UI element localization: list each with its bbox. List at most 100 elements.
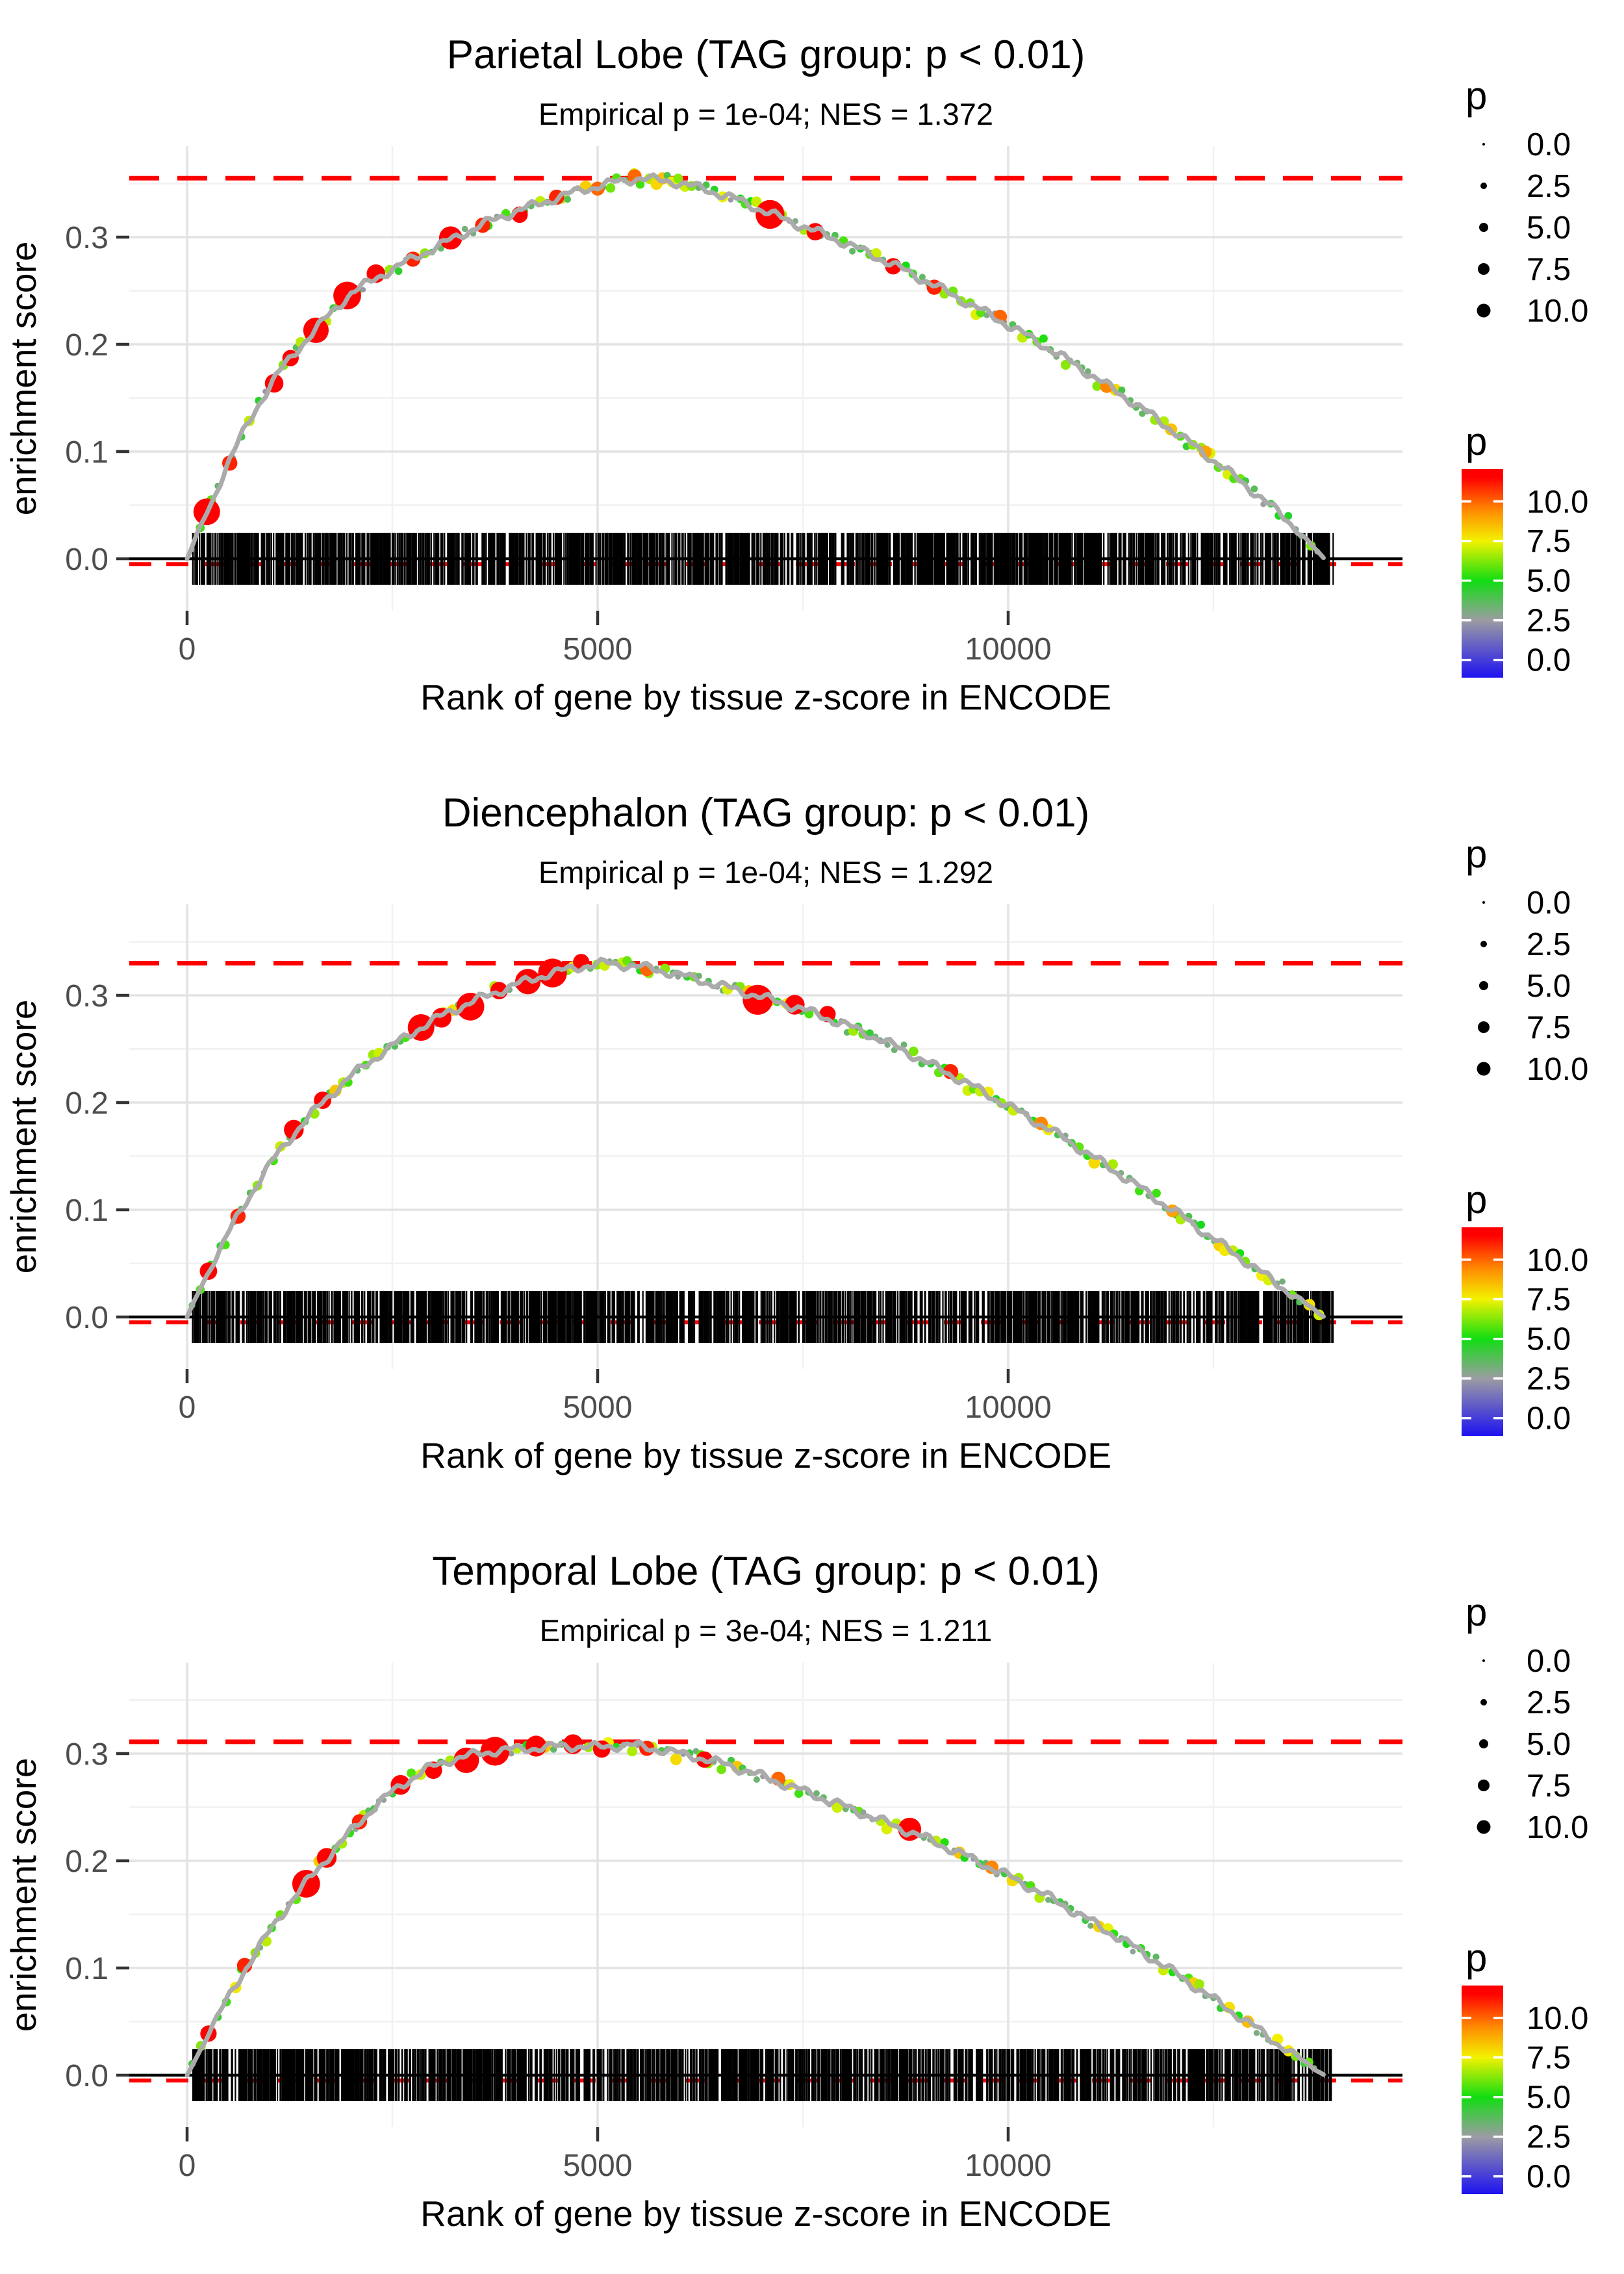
color-legend-title: p: [1465, 1936, 1487, 1980]
size-legend-title: p: [1465, 74, 1487, 118]
size-legend-label: 5.0: [1527, 211, 1571, 246]
plot-title: Temporal Lobe (TAG group: p < 0.01): [432, 1549, 1100, 1594]
size-legend-dot: [1482, 1659, 1485, 1662]
y-tick-label: 0.2: [65, 1845, 108, 1879]
size-legend-dot: [1479, 1739, 1488, 1748]
enrichment-curve: [184, 956, 1326, 1320]
plot-subtitle: Empirical p = 3e-04; NES = 1.211: [540, 1613, 993, 1648]
plot-panel: 0 5000 10000 Rank of gene by tissue z-score…: [3, 146, 1402, 717]
size-legend-title: p: [1465, 1591, 1487, 1634]
size-legend: p 0.0 2.5 5.0 7.5 10.0: [1465, 1591, 1588, 1845]
size-legend-dot: [1477, 303, 1491, 318]
size-legend-label: 0.0: [1527, 127, 1571, 162]
grid-minor: [129, 1663, 1402, 2127]
size-legend-label: 10.0: [1527, 1052, 1588, 1087]
color-legend-label: 2.5: [1527, 2120, 1571, 2155]
color-legend-label: 7.5: [1527, 524, 1571, 559]
y-tick-label: 0.2: [65, 1086, 108, 1121]
color-legend-label: 7.5: [1527, 1283, 1571, 1318]
y-tick-label: 0.2: [65, 328, 108, 363]
plot-subtitle: Empirical p = 1e-04; NES = 1.292: [539, 855, 993, 889]
size-legend-label: 10.0: [1527, 1810, 1588, 1845]
x-tick-label: 10000: [965, 1390, 1051, 1425]
size-legend-dot: [1482, 143, 1485, 146]
y-tick-label: 0.1: [65, 1952, 108, 1986]
color-legend-label: 0.0: [1527, 2160, 1571, 2195]
y-tick-label: 0.1: [65, 1194, 108, 1228]
size-legend-label: 7.5: [1527, 1769, 1571, 1804]
size-legend-label: 5.0: [1527, 969, 1571, 1004]
plot-title: Diencephalon (TAG group: p < 0.01): [442, 791, 1090, 836]
curve-points: [188, 1734, 1317, 2071]
size-legend-label: 10.0: [1527, 294, 1588, 329]
x-tick-label: 10000: [965, 632, 1051, 667]
size-legend-dot: [1482, 901, 1485, 904]
color-legend: p 10.0 7.5 5.0 2.5 0.0: [1462, 1936, 1588, 2195]
color-legend-bar: [1462, 1986, 1503, 2194]
x-tick-label: 0: [179, 1390, 196, 1425]
y-axis-title: enrichment score: [3, 1758, 44, 2032]
size-legend-dot: [1479, 223, 1488, 232]
gsea-plot-diencephalon: Diencephalon (TAG group: p < 0.01) Empir…: [3, 791, 1588, 1476]
y-tick-label: 0.1: [65, 435, 108, 470]
color-legend-label: 10.0: [1527, 2001, 1588, 2036]
color-legend-title: p: [1465, 420, 1487, 463]
size-legend-dot: [1478, 263, 1490, 275]
color-legend-label: 7.5: [1527, 2041, 1571, 2076]
enrichment-curve: [184, 172, 1326, 561]
size-legend: p 0.0 2.5 5.0 7.5 10.0: [1465, 832, 1588, 1087]
plot-subtitle: Empirical p = 1e-04; NES = 1.372: [539, 97, 993, 131]
y-axis: 0.0 0.1 0.2 0.3 enrichment score: [3, 1737, 129, 2093]
x-tick-label: 0: [179, 632, 196, 667]
size-legend-dot: [1480, 941, 1487, 947]
size-legend-label: 0.0: [1527, 1644, 1571, 1679]
color-legend-label: 5.0: [1527, 1322, 1571, 1357]
y-tick-label: 0.0: [65, 1301, 108, 1335]
y-tick-label: 0.3: [65, 979, 108, 1014]
color-legend: p 10.0 7.5 5.0 2.5 0.0: [1462, 420, 1588, 678]
plot-legends: p 0.0 2.5 5.0 7.5 10.0 p 10.0 7.5 5.0 2.5 0.0: [1462, 832, 1588, 1437]
x-axis: 0 5000 10000 Rank of gene by tissue z-score…: [179, 611, 1111, 717]
size-legend-dot: [1480, 1699, 1487, 1706]
curve-points: [189, 168, 1321, 555]
color-legend-label: 10.0: [1527, 485, 1588, 520]
size-legend-label: 7.5: [1527, 1010, 1571, 1045]
y-tick-label: 0.3: [65, 1737, 108, 1772]
size-legend-dot: [1480, 183, 1487, 189]
size-legend-label: 7.5: [1527, 252, 1571, 287]
plot-panel: 0 5000 10000 Rank of gene by tissue z-score…: [3, 904, 1402, 1476]
x-tick-label: 5000: [563, 2149, 633, 2183]
color-legend-bar: [1462, 469, 1503, 678]
plot-legends: p 0.0 2.5 5.0 7.5 10.0 p 10.0 7.5 5.0 2.5 0.0: [1462, 74, 1588, 678]
y-axis-title: enrichment score: [3, 1000, 44, 1274]
y-tick-label: 0.0: [65, 2059, 108, 2093]
x-axis: 0 5000 10000 Rank of gene by tissue z-score…: [179, 2127, 1111, 2234]
plot-legends: p 0.0 2.5 5.0 7.5 10.0 p 10.0 7.5 5.0 2.5 0.0: [1462, 1591, 1588, 2195]
plot-title: Parietal Lobe (TAG group: p < 0.01): [447, 32, 1085, 77]
size-legend-dot: [1478, 1780, 1490, 1791]
size-legend-label: 5.0: [1527, 1727, 1571, 1762]
x-axis-title: Rank of gene by tissue z-score in ENCODE: [420, 2193, 1111, 2234]
gsea-plot-temporal-lobe: Temporal Lobe (TAG group: p < 0.01) Empi…: [3, 1549, 1588, 2234]
x-axis-title: Rank of gene by tissue z-score in ENCODE: [420, 677, 1111, 717]
y-tick-label: 0.0: [65, 543, 108, 577]
size-legend-label: 2.5: [1527, 169, 1571, 204]
x-tick-label: 10000: [965, 2149, 1051, 2183]
x-axis: 0 5000 10000 Rank of gene by tissue z-score…: [179, 1369, 1111, 1476]
curve-points: [188, 954, 1325, 1321]
size-legend-label: 2.5: [1527, 1685, 1571, 1720]
color-legend-bar: [1462, 1227, 1503, 1436]
color-legend-title: p: [1465, 1178, 1487, 1221]
size-legend-dot: [1478, 1021, 1490, 1033]
enrichment-curve: [184, 1739, 1326, 2078]
y-tick-label: 0.3: [65, 221, 108, 255]
size-legend-title: p: [1465, 832, 1487, 876]
y-axis: 0.0 0.1 0.2 0.3 enrichment score: [3, 221, 129, 577]
color-legend-label: 5.0: [1527, 564, 1571, 599]
color-legend-label: 0.0: [1527, 643, 1571, 678]
x-tick-label: 5000: [563, 632, 633, 667]
plot-panel: 0 5000 10000 Rank of gene by tissue z-score…: [3, 1663, 1402, 2234]
size-legend-dot: [1477, 1062, 1491, 1076]
x-axis-title: Rank of gene by tissue z-score in ENCODE: [420, 1435, 1111, 1476]
